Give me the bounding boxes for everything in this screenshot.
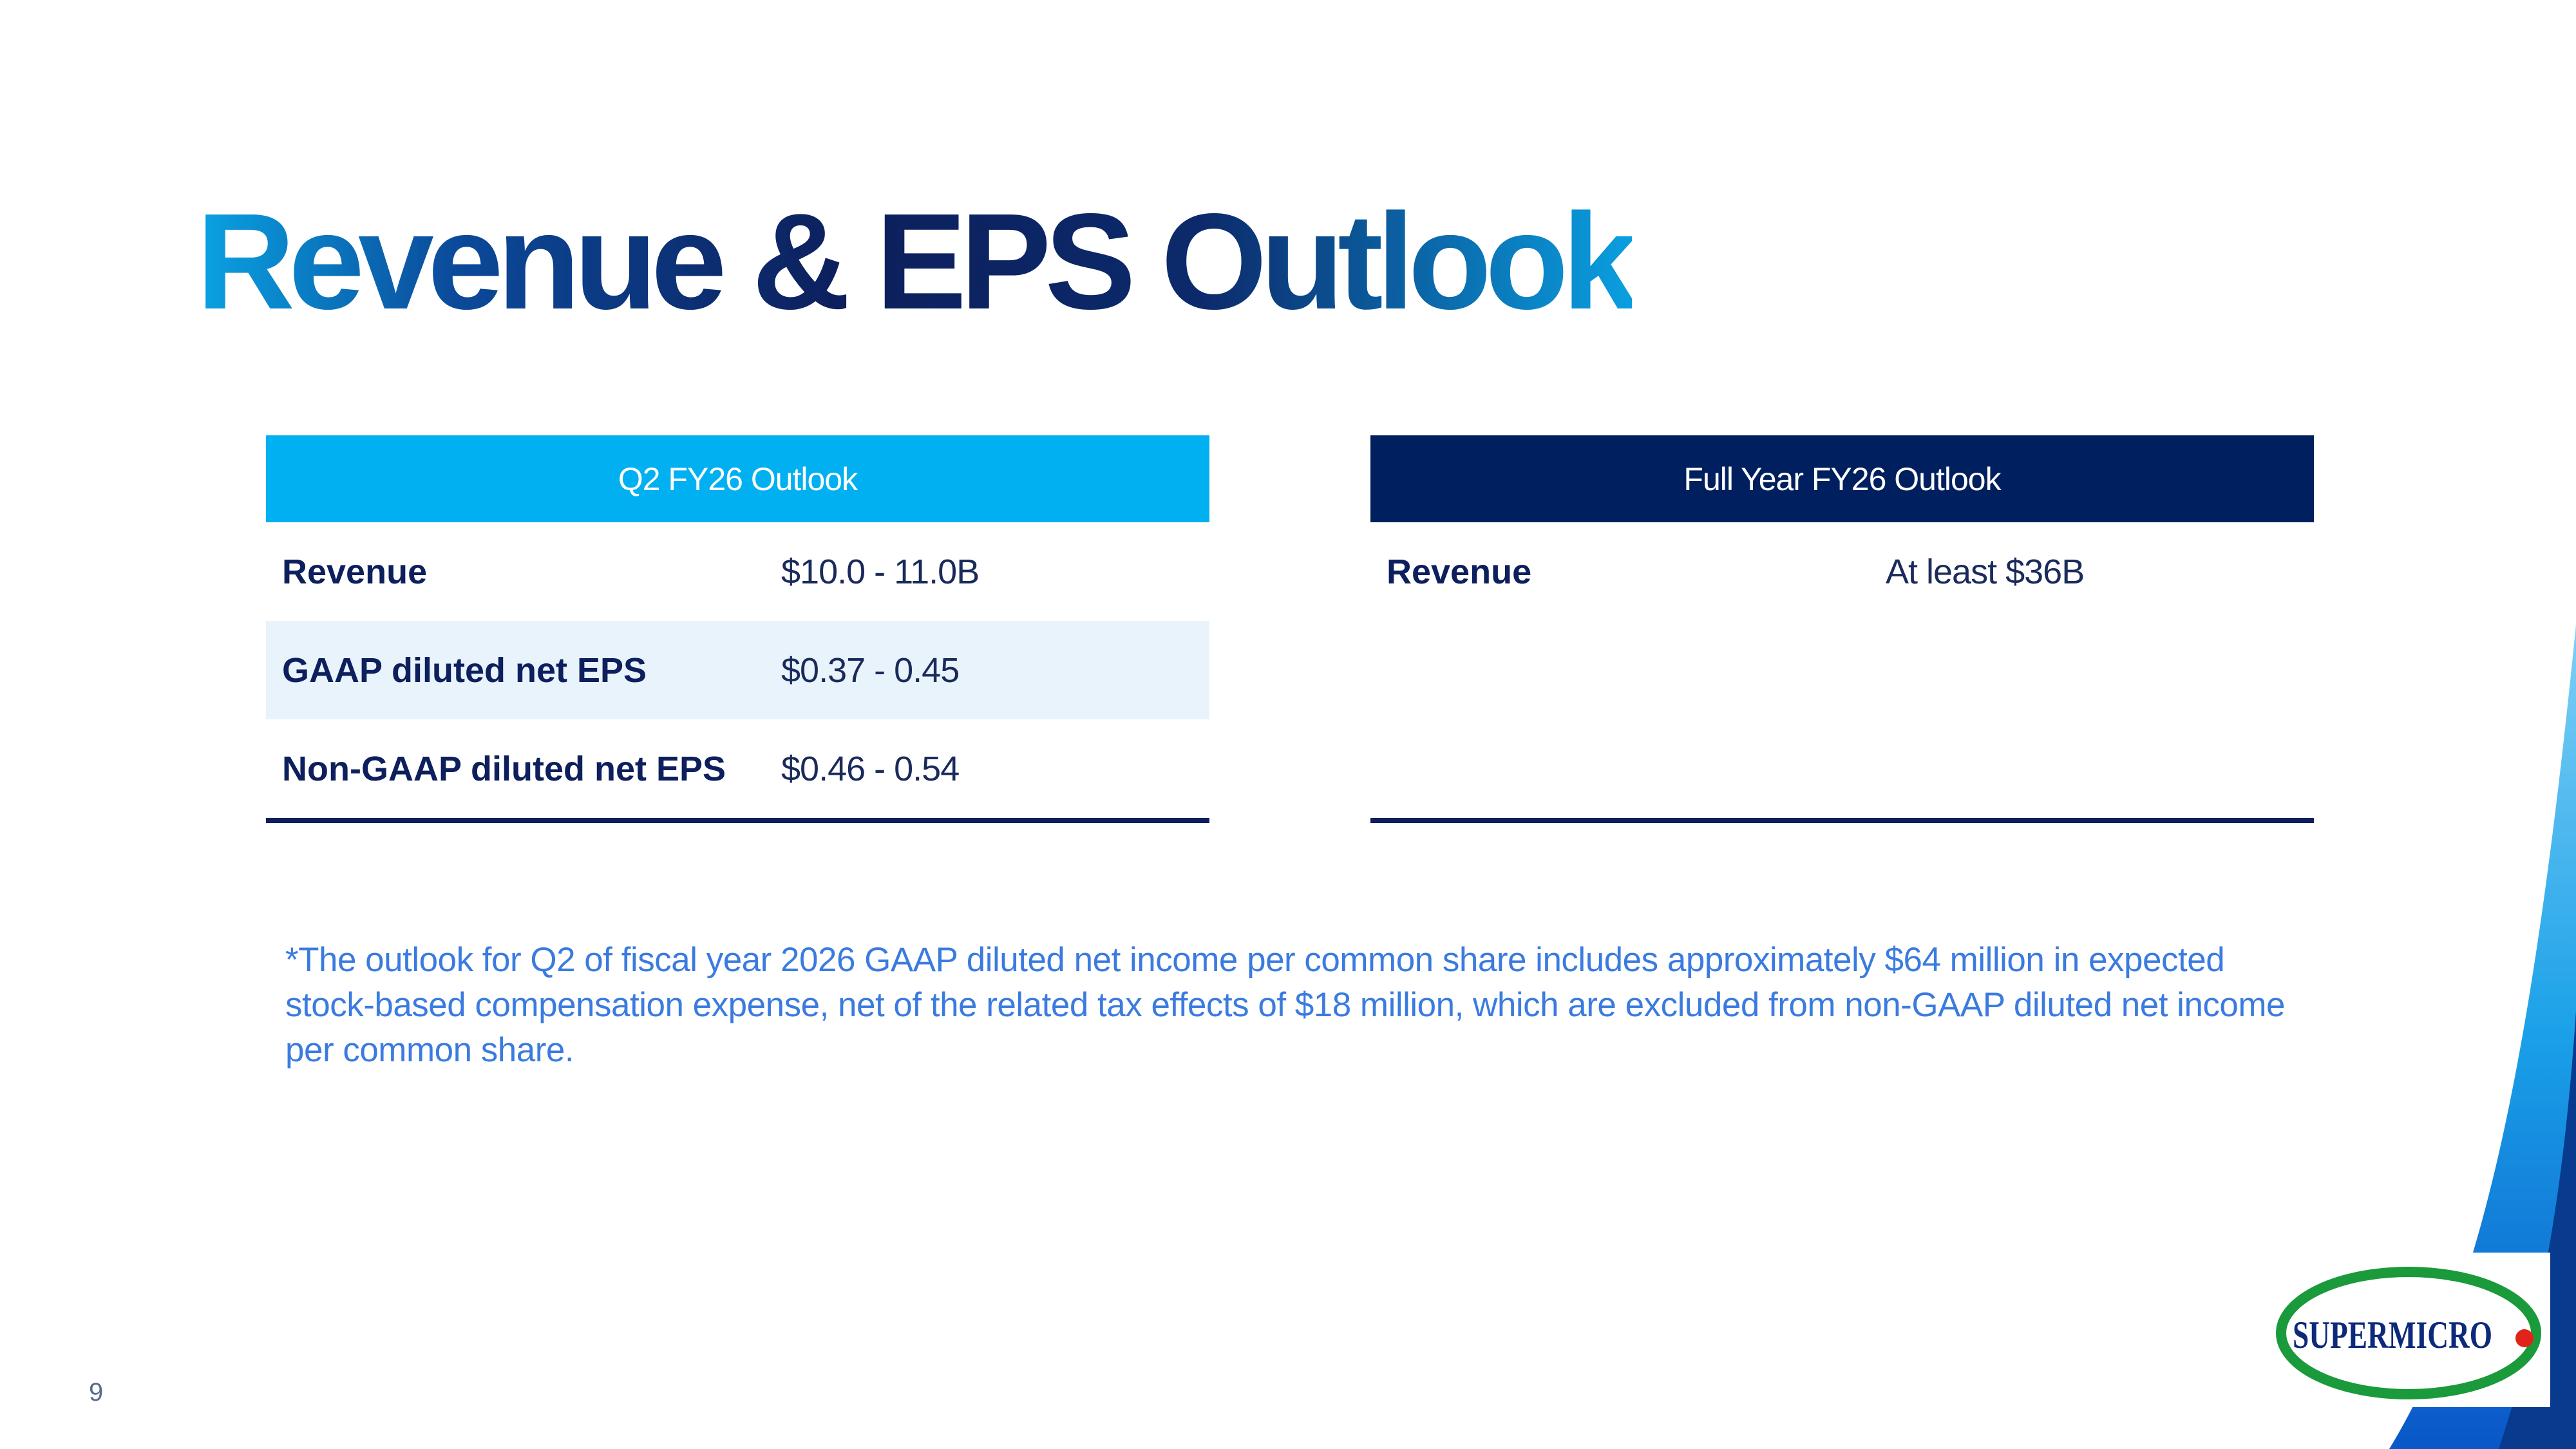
table-row: Revenue $10.0 - 11.0B bbox=[266, 522, 1209, 621]
supermicro-logo: SUPERMICRO bbox=[2267, 1253, 2550, 1407]
row-value: At least $36B bbox=[1886, 552, 2085, 591]
row-value: $10.0 - 11.0B bbox=[781, 552, 980, 591]
row-value: $0.46 - 0.54 bbox=[781, 749, 960, 788]
row-label: GAAP diluted net EPS bbox=[282, 650, 647, 690]
fy-outlook-header: Full Year FY26 Outlook bbox=[1370, 435, 2314, 522]
table-row: Revenue At least $36B bbox=[1370, 522, 2314, 621]
logo-wordmark: SUPERMICRO bbox=[2293, 1314, 2492, 1356]
footnote: *The outlook for Q2 of fiscal year 2026 … bbox=[285, 941, 2286, 1069]
decorative-wave bbox=[2389, 625, 2576, 1449]
table-row: Non-GAAP diluted net EPS $0.46 - 0.54 bbox=[266, 719, 1209, 818]
page-title: Revenue & EPS Outlook bbox=[196, 185, 1638, 337]
row-label: Revenue bbox=[282, 552, 428, 591]
row-label: Revenue bbox=[1387, 552, 1532, 591]
table-bottom-rule bbox=[266, 818, 1209, 823]
page-number: 9 bbox=[89, 1378, 104, 1406]
table-row: GAAP diluted net EPS $0.37 - 0.45 bbox=[266, 621, 1209, 719]
logo-graphic: SUPERMICRO bbox=[2267, 1253, 2550, 1407]
q2-outlook-header: Q2 FY26 Outlook bbox=[266, 435, 1209, 522]
row-label: Non-GAAP diluted net EPS bbox=[282, 749, 726, 788]
q2-outlook-table: Q2 FY26 Outlook Revenue $10.0 - 11.0B GA… bbox=[266, 435, 1209, 823]
row-value: $0.37 - 0.45 bbox=[781, 650, 960, 690]
table-bottom-rule bbox=[1370, 818, 2314, 823]
empty-table-area bbox=[1370, 621, 2314, 818]
logo-green-ring bbox=[2276, 1267, 2541, 1399]
logo-red-dot bbox=[2515, 1329, 2533, 1347]
fy-outlook-table: Full Year FY26 Outlook Revenue At least … bbox=[1370, 435, 2314, 823]
